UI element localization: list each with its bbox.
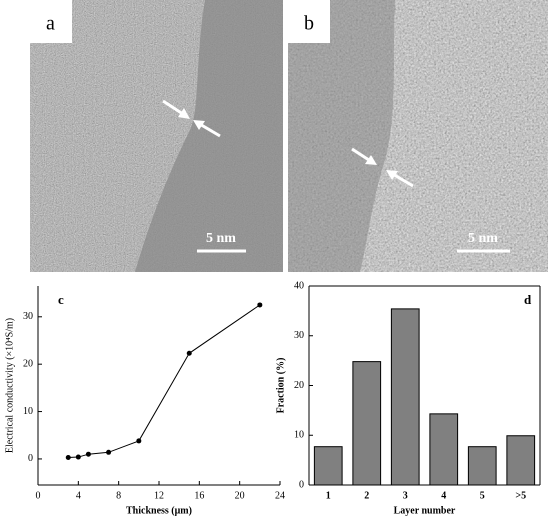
x-tick-label: 0 [36, 490, 41, 501]
x-axis-label: Thickness (μm) [126, 505, 192, 516]
y-tick-label: 30 [294, 330, 304, 341]
bar [429, 413, 459, 486]
x-tick-label: 4 [76, 490, 81, 501]
panel-label: b [304, 13, 314, 35]
point [75, 454, 81, 460]
arrowhead [386, 170, 398, 180]
bar [506, 435, 536, 486]
y-tick-label: 30 [23, 311, 33, 322]
smooth-region [135, 0, 283, 272]
label-box [30, 0, 72, 43]
y-tick-label: 10 [23, 406, 33, 417]
panel-label: c [58, 292, 64, 307]
x-tick-label: 8 [116, 490, 121, 501]
x-tick-label: 24 [275, 490, 285, 501]
scale-bar-label: 5 nm [206, 231, 236, 246]
point [136, 438, 142, 444]
tem-image-b [288, 0, 548, 272]
x-tick-label: 4 [441, 490, 446, 501]
point [65, 455, 71, 461]
x-tick-label: >5 [515, 490, 526, 501]
bar [390, 308, 420, 486]
bar [313, 446, 343, 486]
x-axis-label: Layer number [394, 505, 456, 516]
scale-bar-label: 5 nm [468, 231, 498, 246]
bar [352, 361, 382, 486]
arrowhead [193, 120, 205, 130]
point [106, 449, 112, 455]
x-tick-label: 2 [364, 490, 369, 501]
y-tick-label: 20 [294, 380, 304, 391]
point [257, 302, 263, 308]
x-tick-label: 1 [326, 490, 331, 501]
y-tick-label: 40 [294, 280, 304, 291]
panel-label: d [524, 292, 532, 307]
y-axis-label: Electrical conductivity (×10⁴S/m) [4, 318, 15, 453]
tem-image-a [30, 0, 283, 272]
label-box [288, 0, 330, 43]
x-tick-label: 5 [480, 490, 485, 501]
arrowhead [178, 108, 190, 119]
x-tick-label: 16 [194, 490, 204, 501]
x-tick-label: 20 [235, 490, 245, 501]
arrowhead [365, 155, 377, 165]
x-tick-label: 12 [154, 490, 164, 501]
x-tick-label: 3 [403, 490, 408, 501]
y-tick-label: 0 [28, 453, 33, 464]
line [68, 304, 261, 459]
point [85, 451, 91, 457]
bar [467, 446, 497, 486]
edge-region [288, 0, 395, 272]
y-tick-label: 10 [294, 430, 304, 441]
point [186, 350, 192, 356]
y-tick-label: 0 [299, 479, 304, 490]
panel-label: a [46, 13, 55, 35]
y-tick-label: 20 [23, 358, 33, 369]
y-axis-label: Fraction (%) [275, 358, 286, 414]
